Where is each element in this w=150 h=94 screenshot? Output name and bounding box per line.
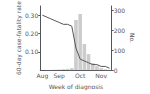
svg-text:0.20: 0.20 — [25, 30, 39, 37]
svg-text:Week of diagnosis: Week of diagnosis — [49, 83, 103, 91]
svg-text:Nov: Nov — [95, 72, 107, 79]
svg-text:0: 0 — [114, 67, 118, 74]
svg-text:Sep: Sep — [54, 72, 65, 80]
svg-text:200: 200 — [114, 27, 126, 34]
svg-text:300: 300 — [114, 7, 126, 14]
svg-text:0.10: 0.10 — [25, 48, 39, 55]
svg-text:100: 100 — [114, 47, 126, 54]
svg-text:No.: No. — [129, 33, 136, 43]
svg-text:60-day case-fatality rate: 60-day case-fatality rate — [15, 1, 23, 75]
svg-text:0.30: 0.30 — [25, 12, 39, 19]
svg-text:Oct: Oct — [75, 72, 86, 79]
svg-text:Aug: Aug — [36, 72, 48, 80]
